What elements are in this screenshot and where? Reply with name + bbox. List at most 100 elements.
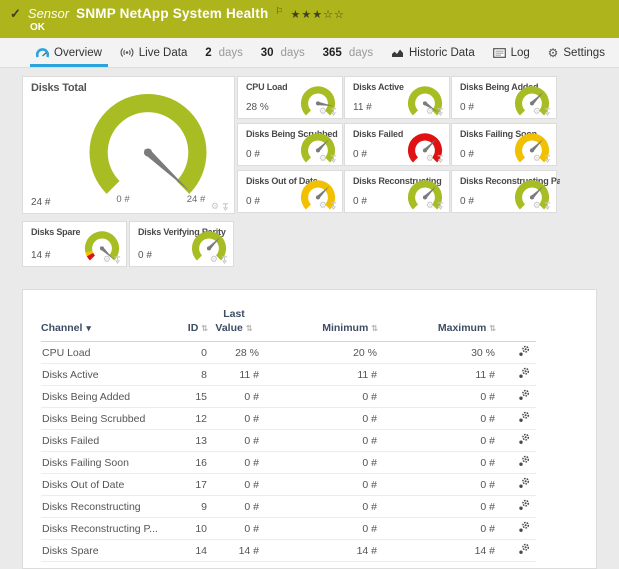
priority-stars[interactable]: ★★★☆☆ — [290, 8, 344, 21]
gauge-tile-disks-spare[interactable]: Disks Spare14 #⚙ — [22, 221, 127, 267]
tab-30-days[interactable]: 30days — [255, 38, 311, 67]
gear-icon[interactable]: ⚙ — [210, 255, 218, 264]
pin-icon[interactable] — [437, 202, 444, 210]
tab-settings[interactable]: ⚙Settings — [542, 38, 611, 67]
sort-desc-icon[interactable]: ▾ — [86, 323, 91, 333]
pin-icon[interactable] — [222, 203, 229, 211]
tab-overview[interactable]: Overview — [30, 38, 108, 67]
cell-channel: Disks Active — [41, 364, 163, 386]
cell-id: 13 — [163, 430, 208, 452]
gauge-title: Disks Spare — [31, 227, 80, 237]
tab-live-data[interactable]: Live Data — [114, 38, 194, 67]
gauge-tile-disks-being-scrubbed[interactable]: Disks Being Scrubbed0 #⚙ — [237, 123, 343, 166]
cell-channel: Disks Out of Date — [41, 474, 163, 496]
gauge-title: Disks Active — [353, 82, 404, 92]
gauge-tile-disks-out-of-date[interactable]: Disks Out of Date0 #⚙ — [237, 170, 343, 213]
gear-icon[interactable]: ⚙ — [533, 154, 541, 163]
channel-settings-icon[interactable] — [518, 411, 530, 423]
gauge-tile-disks-reconstructing-parity[interactable]: Disks Reconstructing Parity0 #⚙ — [451, 170, 557, 213]
cell-last: 11 # — [208, 364, 260, 386]
gear-icon[interactable]: ⚙ — [319, 154, 327, 163]
channel-settings-icon[interactable] — [518, 345, 530, 357]
gauge-tile-disks-total[interactable]: Disks Total0 #24 #24 #⚙ — [22, 76, 235, 214]
pin-icon[interactable] — [114, 256, 121, 264]
cell-last: 14 # — [208, 540, 260, 562]
channel-settings-icon[interactable] — [518, 389, 530, 401]
pin-icon[interactable] — [544, 155, 551, 163]
channel-table-panel: Channel▾ID⇅LastValue⇅Minimum⇅Maximum⇅ CP… — [22, 289, 597, 569]
col-header-id[interactable]: ID⇅ — [163, 304, 208, 342]
col-header-minimum[interactable]: Minimum⇅ — [260, 304, 378, 342]
cell-channel: CPU Load — [41, 342, 163, 364]
gauge-scale-max: 24 # — [187, 194, 206, 205]
tab-historic-data[interactable]: Historic Data — [385, 38, 481, 67]
gear-icon[interactable]: ⚙ — [533, 201, 541, 210]
col-header-maximum[interactable]: Maximum⇅ — [378, 304, 496, 342]
channel-settings-icon[interactable] — [518, 543, 530, 555]
stars-filled[interactable]: ★★★ — [290, 9, 323, 21]
gear-icon[interactable]: ⚙ — [533, 107, 541, 116]
pin-icon[interactable] — [544, 108, 551, 116]
stars-empty[interactable]: ☆☆ — [323, 9, 345, 21]
gauge-title: Disks Failed — [353, 129, 403, 139]
cell-min: 0 # — [260, 452, 378, 474]
gauge-tile-cpu-load[interactable]: CPU Load28 %⚙ — [237, 76, 343, 119]
gauge-tile-disks-verifying-parity[interactable]: Disks Verifying Parity0 #⚙ — [129, 221, 234, 267]
gauge-tile-disks-failed[interactable]: Disks Failed0 #⚙ — [344, 123, 450, 166]
tab-label: Live Data — [139, 47, 188, 59]
pin-icon[interactable] — [437, 155, 444, 163]
tab-log[interactable]: Log — [487, 38, 536, 67]
pin-icon[interactable] — [330, 202, 337, 210]
cell-last: 0 # — [208, 518, 260, 540]
sort-icon[interactable]: ⇅ — [371, 324, 378, 333]
gauge-value: 0 # — [460, 196, 474, 207]
gear-icon[interactable]: ⚙ — [426, 154, 434, 163]
cell-id: 14 — [163, 540, 208, 562]
channel-settings-icon[interactable] — [518, 433, 530, 445]
cell-max: 0 # — [378, 496, 496, 518]
cell-id: 10 — [163, 518, 208, 540]
gear-icon[interactable]: ⚙ — [211, 202, 219, 211]
tab-365-days[interactable]: 365days — [317, 38, 379, 67]
channel-settings-icon[interactable] — [518, 499, 530, 511]
channel-settings-icon[interactable] — [518, 367, 530, 379]
gauge-value: 0 # — [460, 149, 474, 160]
gauges-area: Disks Total0 #24 #24 #⚙CPU Load28 %⚙Disk… — [22, 76, 597, 267]
channel-table-body: CPU Load028 %20 %30 %Disks Active811 #11… — [41, 342, 536, 562]
gauge-tile-disks-reconstructing[interactable]: Disks Reconstructing0 #⚙ — [344, 170, 450, 213]
cell-channel: Disks Being Scrubbed — [41, 408, 163, 430]
sort-icon[interactable]: ⇅ — [201, 324, 208, 333]
gauge-tile-disks-active[interactable]: Disks Active11 #⚙ — [344, 76, 450, 119]
tab-label: Settings — [563, 47, 605, 59]
cell-last: 0 # — [208, 474, 260, 496]
gauge-tile-disks-being-added[interactable]: Disks Being Added0 #⚙ — [451, 76, 557, 119]
table-row: Disks Active811 #11 #11 # — [41, 364, 536, 386]
tab-label: Historic Data — [409, 47, 475, 59]
cell-channel: Disks Failing Soon — [41, 452, 163, 474]
cell-settings — [496, 518, 536, 540]
col-header-channel[interactable]: Channel▾ — [41, 304, 163, 342]
gauge-title: Disks Total — [31, 82, 87, 94]
gear-icon[interactable]: ⚙ — [319, 201, 327, 210]
gear-icon[interactable]: ⚙ — [426, 201, 434, 210]
gear-icon[interactable]: ⚙ — [103, 255, 111, 264]
gear-icon[interactable]: ⚙ — [319, 107, 327, 116]
sort-icon[interactable]: ⇅ — [489, 324, 496, 333]
pin-icon[interactable] — [330, 155, 337, 163]
pin-icon[interactable] — [221, 256, 228, 264]
col-header-last-value[interactable]: LastValue⇅ — [208, 304, 260, 342]
channel-settings-icon[interactable] — [518, 521, 530, 533]
channel-table-header: Channel▾ID⇅LastValue⇅Minimum⇅Maximum⇅ — [41, 304, 536, 342]
pin-icon[interactable] — [330, 108, 337, 116]
cell-channel: Disks Reconstructing — [41, 496, 163, 518]
sort-icon[interactable]: ⇅ — [246, 324, 253, 333]
cell-settings — [496, 364, 536, 386]
gear-icon[interactable]: ⚙ — [426, 107, 434, 116]
gauge-tile-disks-failing-soon[interactable]: Disks Failing Soon0 #⚙ — [451, 123, 557, 166]
pin-icon[interactable] — [544, 202, 551, 210]
tab-2-days[interactable]: 2days — [199, 38, 249, 67]
tab-number: 2 — [205, 47, 211, 59]
channel-settings-icon[interactable] — [518, 455, 530, 467]
channel-settings-icon[interactable] — [518, 477, 530, 489]
pin-icon[interactable] — [437, 108, 444, 116]
